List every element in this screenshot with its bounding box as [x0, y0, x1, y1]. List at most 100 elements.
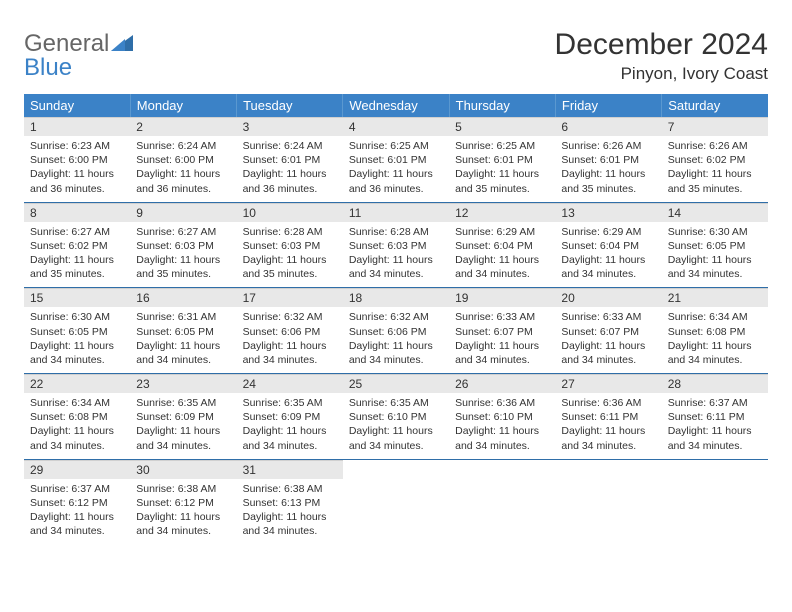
day-number: 6	[555, 117, 661, 136]
calendar-day-cell: 9Sunrise: 6:27 AMSunset: 6:03 PMDaylight…	[130, 202, 236, 288]
daylight-text: Daylight: 11 hours and 34 minutes.	[455, 424, 549, 452]
daylight-text: Daylight: 11 hours and 34 minutes.	[668, 339, 762, 367]
sunrise-text: Sunrise: 6:27 AM	[136, 225, 230, 239]
sunset-text: Sunset: 6:03 PM	[136, 239, 230, 253]
sunset-text: Sunset: 6:06 PM	[243, 325, 337, 339]
day-number: 24	[237, 374, 343, 393]
sunrise-text: Sunrise: 6:32 AM	[243, 310, 337, 324]
day-data: Sunrise: 6:28 AMSunset: 6:03 PMDaylight:…	[237, 222, 343, 288]
day-data: Sunrise: 6:27 AMSunset: 6:02 PMDaylight:…	[24, 222, 130, 288]
sunset-text: Sunset: 6:10 PM	[455, 410, 549, 424]
calendar-day-cell: 31Sunrise: 6:38 AMSunset: 6:13 PMDayligh…	[237, 459, 343, 544]
sunset-text: Sunset: 6:12 PM	[30, 496, 124, 510]
day-data: Sunrise: 6:32 AMSunset: 6:06 PMDaylight:…	[343, 307, 449, 373]
calendar-day-cell: .....	[662, 459, 768, 544]
calendar-day-cell: 25Sunrise: 6:35 AMSunset: 6:10 PMDayligh…	[343, 374, 449, 460]
day-data: Sunrise: 6:34 AMSunset: 6:08 PMDaylight:…	[662, 307, 768, 373]
logo-text-2: Blue	[24, 54, 72, 81]
calendar-day-cell: 8Sunrise: 6:27 AMSunset: 6:02 PMDaylight…	[24, 202, 130, 288]
calendar-day-cell: 23Sunrise: 6:35 AMSunset: 6:09 PMDayligh…	[130, 374, 236, 460]
calendar-week-row: 29Sunrise: 6:37 AMSunset: 6:12 PMDayligh…	[24, 459, 768, 544]
calendar-day-cell: 30Sunrise: 6:38 AMSunset: 6:12 PMDayligh…	[130, 459, 236, 544]
calendar-day-cell: 18Sunrise: 6:32 AMSunset: 6:06 PMDayligh…	[343, 288, 449, 374]
day-data: Sunrise: 6:25 AMSunset: 6:01 PMDaylight:…	[449, 136, 555, 202]
sunrise-text: Sunrise: 6:37 AM	[668, 396, 762, 410]
sunset-text: Sunset: 6:08 PM	[668, 325, 762, 339]
daylight-text: Daylight: 11 hours and 35 minutes.	[668, 167, 762, 195]
sunset-text: Sunset: 6:03 PM	[349, 239, 443, 253]
day-data: Sunrise: 6:24 AMSunset: 6:01 PMDaylight:…	[237, 136, 343, 202]
calendar-day-cell: 3Sunrise: 6:24 AMSunset: 6:01 PMDaylight…	[237, 117, 343, 202]
day-number: 11	[343, 203, 449, 222]
sunrise-text: Sunrise: 6:34 AM	[30, 396, 124, 410]
sunset-text: Sunset: 6:01 PM	[349, 153, 443, 167]
calendar-day-cell: 15Sunrise: 6:30 AMSunset: 6:05 PMDayligh…	[24, 288, 130, 374]
day-number: 29	[24, 460, 130, 479]
sunrise-text: Sunrise: 6:34 AM	[668, 310, 762, 324]
day-data: Sunrise: 6:31 AMSunset: 6:05 PMDaylight:…	[130, 307, 236, 373]
daylight-text: Daylight: 11 hours and 34 minutes.	[349, 424, 443, 452]
daylight-text: Daylight: 11 hours and 34 minutes.	[561, 339, 655, 367]
day-data: Sunrise: 6:32 AMSunset: 6:06 PMDaylight:…	[237, 307, 343, 373]
sunset-text: Sunset: 6:06 PM	[349, 325, 443, 339]
day-number: 18	[343, 288, 449, 307]
calendar-day-cell: 5Sunrise: 6:25 AMSunset: 6:01 PMDaylight…	[449, 117, 555, 202]
day-number: 9	[130, 203, 236, 222]
sunrise-text: Sunrise: 6:30 AM	[668, 225, 762, 239]
day-number: 23	[130, 374, 236, 393]
logo: General Blue	[24, 32, 133, 80]
calendar-day-cell: 24Sunrise: 6:35 AMSunset: 6:09 PMDayligh…	[237, 374, 343, 460]
day-number: 10	[237, 203, 343, 222]
weekday-header: Sunday	[24, 94, 130, 117]
sunset-text: Sunset: 6:01 PM	[561, 153, 655, 167]
daylight-text: Daylight: 11 hours and 34 minutes.	[136, 339, 230, 367]
daylight-text: Daylight: 11 hours and 34 minutes.	[455, 339, 549, 367]
day-data: Sunrise: 6:28 AMSunset: 6:03 PMDaylight:…	[343, 222, 449, 288]
sunrise-text: Sunrise: 6:28 AM	[243, 225, 337, 239]
day-data: Sunrise: 6:37 AMSunset: 6:11 PMDaylight:…	[662, 393, 768, 459]
day-data: Sunrise: 6:35 AMSunset: 6:09 PMDaylight:…	[237, 393, 343, 459]
daylight-text: Daylight: 11 hours and 34 minutes.	[668, 253, 762, 281]
sunset-text: Sunset: 6:07 PM	[455, 325, 549, 339]
daylight-text: Daylight: 11 hours and 36 minutes.	[30, 167, 124, 195]
day-number: 30	[130, 460, 236, 479]
calendar-day-cell: 4Sunrise: 6:25 AMSunset: 6:01 PMDaylight…	[343, 117, 449, 202]
day-number: 16	[130, 288, 236, 307]
daylight-text: Daylight: 11 hours and 34 minutes.	[349, 253, 443, 281]
sunset-text: Sunset: 6:03 PM	[243, 239, 337, 253]
sunset-text: Sunset: 6:05 PM	[30, 325, 124, 339]
sunrise-text: Sunrise: 6:30 AM	[30, 310, 124, 324]
daylight-text: Daylight: 11 hours and 34 minutes.	[30, 339, 124, 367]
day-data: Sunrise: 6:35 AMSunset: 6:10 PMDaylight:…	[343, 393, 449, 459]
weekday-header-row: Sunday Monday Tuesday Wednesday Thursday…	[24, 94, 768, 117]
sunset-text: Sunset: 6:00 PM	[30, 153, 124, 167]
calendar-day-cell: 10Sunrise: 6:28 AMSunset: 6:03 PMDayligh…	[237, 202, 343, 288]
day-data: Sunrise: 6:35 AMSunset: 6:09 PMDaylight:…	[130, 393, 236, 459]
sunrise-text: Sunrise: 6:24 AM	[136, 139, 230, 153]
location-label: Pinyon, Ivory Coast	[555, 64, 768, 84]
day-number: 21	[662, 288, 768, 307]
calendar-day-cell: 6Sunrise: 6:26 AMSunset: 6:01 PMDaylight…	[555, 117, 661, 202]
calendar-week-row: 1Sunrise: 6:23 AMSunset: 6:00 PMDaylight…	[24, 117, 768, 202]
daylight-text: Daylight: 11 hours and 34 minutes.	[243, 510, 337, 538]
sunset-text: Sunset: 6:02 PM	[30, 239, 124, 253]
logo-text-1: General	[24, 30, 109, 57]
sunrise-text: Sunrise: 6:33 AM	[455, 310, 549, 324]
daylight-text: Daylight: 11 hours and 35 minutes.	[455, 167, 549, 195]
calendar-day-cell: 29Sunrise: 6:37 AMSunset: 6:12 PMDayligh…	[24, 459, 130, 544]
day-data: Sunrise: 6:36 AMSunset: 6:10 PMDaylight:…	[449, 393, 555, 459]
day-number: 31	[237, 460, 343, 479]
sunrise-text: Sunrise: 6:32 AM	[349, 310, 443, 324]
sunset-text: Sunset: 6:05 PM	[136, 325, 230, 339]
sunrise-text: Sunrise: 6:29 AM	[455, 225, 549, 239]
calendar-week-row: 15Sunrise: 6:30 AMSunset: 6:05 PMDayligh…	[24, 288, 768, 374]
day-number: 8	[24, 203, 130, 222]
sunrise-text: Sunrise: 6:23 AM	[30, 139, 124, 153]
sunrise-text: Sunrise: 6:38 AM	[136, 482, 230, 496]
sunrise-text: Sunrise: 6:25 AM	[349, 139, 443, 153]
daylight-text: Daylight: 11 hours and 35 minutes.	[243, 253, 337, 281]
calendar-day-cell: 19Sunrise: 6:33 AMSunset: 6:07 PMDayligh…	[449, 288, 555, 374]
daylight-text: Daylight: 11 hours and 35 minutes.	[561, 167, 655, 195]
sunrise-text: Sunrise: 6:28 AM	[349, 225, 443, 239]
calendar-day-cell: 12Sunrise: 6:29 AMSunset: 6:04 PMDayligh…	[449, 202, 555, 288]
